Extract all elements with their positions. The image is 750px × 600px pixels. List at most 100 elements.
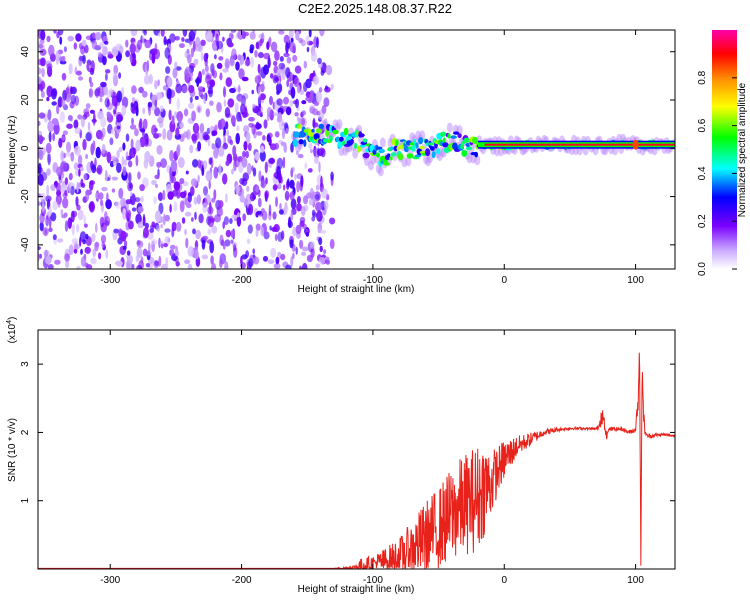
spectrogram-noise-blob xyxy=(318,161,321,173)
spectrogram-noise-blob xyxy=(73,248,78,254)
spectrogram-noise-blob xyxy=(62,89,67,101)
spectrogram-noise-blob xyxy=(272,211,277,220)
spectrogram-noise-blob xyxy=(38,134,41,143)
spectrogram-noise-blob xyxy=(268,204,272,217)
spectrogram-noise-blob xyxy=(203,92,207,105)
spectrogram-noise-blob xyxy=(323,97,330,107)
spectrogram-noise-blob xyxy=(111,188,116,193)
spectrogram-noise-blob xyxy=(249,31,256,40)
spectrogram-noise-blob xyxy=(169,175,177,184)
spectrogram-noise-blob xyxy=(110,155,117,161)
spectrogram-trace-blob xyxy=(461,141,465,145)
spectrogram-noise-blob xyxy=(59,111,65,123)
spectrogram-noise-blob xyxy=(192,40,196,53)
spectrogram-noise-blob xyxy=(121,105,127,117)
spectrogram-noise-blob xyxy=(323,200,329,210)
spectrogram-noise-blob xyxy=(146,59,150,72)
spectrogram-noise-blob xyxy=(238,68,245,80)
spectrogram-noise-blob xyxy=(278,62,285,70)
y-tick-label: 1 xyxy=(20,497,31,503)
spectrogram-noise-blob xyxy=(56,104,60,115)
spectrogram-noise-blob xyxy=(90,257,97,265)
snr-x-ticks: -300 -200 -100 0 100 xyxy=(100,330,644,586)
spectrogram-noise-blob xyxy=(83,111,90,118)
spectrogram-trace-blob xyxy=(328,135,333,142)
spectrogram-noise-blob xyxy=(295,98,299,109)
spectrogram-noise-blob xyxy=(225,121,229,130)
spectrogram-noise-blob xyxy=(52,200,58,211)
spectrogram-noise-blob xyxy=(189,96,193,103)
spectrogram-noise-blob xyxy=(266,106,272,117)
spectrogram-noise-blob xyxy=(166,129,173,141)
spectrogram-noise-blob xyxy=(48,217,52,228)
spectrogram-noise-blob xyxy=(288,30,294,40)
spectrogram-noise-blob xyxy=(232,145,237,157)
spectrogram-noise-blob xyxy=(255,228,259,238)
spectrogram-trace-blob xyxy=(472,136,478,145)
spectrogram-noise-blob xyxy=(62,197,69,209)
spectrogram-trace-blob xyxy=(387,153,391,158)
spectrogram-noise-blob xyxy=(125,39,129,48)
spectrogram-noise-blob xyxy=(235,132,240,145)
snr-y-ticks: 1 2 3 xyxy=(20,361,675,503)
spectrogram-noise-blob xyxy=(191,217,194,222)
spectrogram-noise-blob xyxy=(325,259,330,265)
spectrogram-noise-blob xyxy=(105,199,112,210)
x-tick-label: -200 xyxy=(232,275,252,286)
spectrogram-noise-blob xyxy=(257,197,262,208)
spectrogram-noise-blob xyxy=(112,71,118,83)
spectrogram-noise-blob xyxy=(115,201,121,209)
spectrogram-noise-blob xyxy=(314,194,320,200)
spectrogram-trace-blob xyxy=(303,139,307,147)
spectrogram-trace-blob xyxy=(452,142,458,150)
spectrogram-noise-blob xyxy=(136,264,143,269)
spectrogram-noise-blob xyxy=(143,227,149,239)
spectrogram-noise-blob xyxy=(175,261,180,267)
spectrogram-noise-blob xyxy=(172,67,178,79)
spectrogram-noise-blob xyxy=(160,243,164,249)
spectrogram-noise-blob xyxy=(237,96,243,102)
spectrogram-noise-blob xyxy=(104,97,110,108)
spectrogram-noise-blob xyxy=(116,114,123,123)
spectrogram-noise-blob xyxy=(60,150,65,162)
spectrogram-noise-blob xyxy=(187,53,192,64)
spectrogram-noise-blob xyxy=(99,42,104,48)
spectrogram-noise-blob xyxy=(85,103,91,109)
spectrogram-noise-blob xyxy=(48,44,55,57)
spectrogram-noise-blob xyxy=(274,233,278,241)
spectrogram-noise-blob xyxy=(299,220,305,228)
spectrogram-noise-blob xyxy=(83,215,86,225)
spectrogram-trace-blob xyxy=(453,131,460,135)
spectrogram-noise-blob xyxy=(236,125,240,132)
spectrogram-noise-blob xyxy=(65,260,70,269)
x-tick-label: 0 xyxy=(501,275,507,286)
spectrogram-noise-blob xyxy=(67,181,72,193)
spectrogram-noise-blob xyxy=(290,211,294,221)
spectrogram-noise-blob xyxy=(61,98,66,108)
spectrogram-noise-blob xyxy=(286,56,292,64)
spectrogram-noise-blob xyxy=(122,245,127,250)
spectrogram-noise-blob xyxy=(126,250,131,256)
spectrogram-noise-blob xyxy=(283,184,286,191)
spectrogram-noise-blob xyxy=(113,109,117,115)
spectrogram-noise-blob xyxy=(153,196,157,205)
spectrogram-noise-blob xyxy=(289,179,295,189)
spectrogram-noise-blob xyxy=(181,85,189,94)
spectrogram-noise-blob xyxy=(56,182,61,193)
spectrogram-noise-blob xyxy=(216,62,223,69)
spectrogram-trace-blob xyxy=(362,138,368,143)
spectrogram-noise-blob xyxy=(262,135,266,141)
spectrogram-trace-blob xyxy=(376,152,380,158)
spectrogram-noise-blob xyxy=(97,191,100,202)
spectrogram-noise-blob xyxy=(193,196,198,205)
spectrogram-noise-blob xyxy=(70,86,77,95)
spectrogram-noise-blob xyxy=(148,73,153,85)
spectrogram-noise-blob xyxy=(75,196,79,207)
y-tick-label: -40 xyxy=(20,237,31,252)
spectrogram-noise-blob xyxy=(164,228,171,233)
spectrogram-noise-blob xyxy=(185,237,189,249)
spectrogram-noise-blob xyxy=(219,211,224,216)
spectrogram-noise-blob xyxy=(116,90,123,103)
spectrogram-noise-blob xyxy=(256,131,263,136)
spectrogram-noise-blob xyxy=(280,253,286,261)
